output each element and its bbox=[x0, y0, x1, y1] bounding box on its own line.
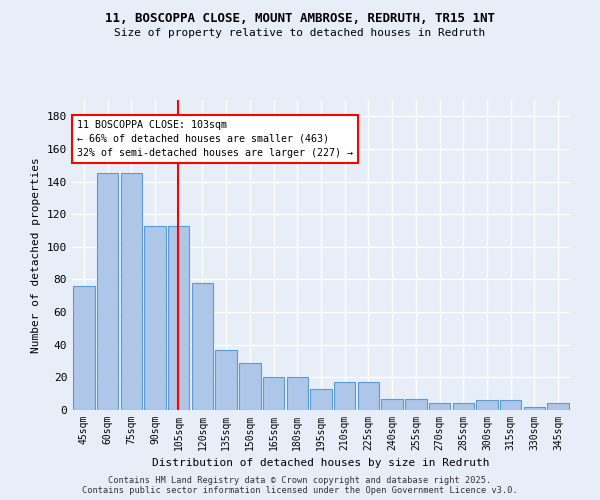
Bar bbox=[452, 404, 474, 410]
Bar bbox=[239, 362, 260, 410]
Text: Size of property relative to detached houses in Redruth: Size of property relative to detached ho… bbox=[115, 28, 485, 38]
Bar bbox=[524, 406, 545, 410]
Bar bbox=[168, 226, 190, 410]
Bar bbox=[145, 226, 166, 410]
Text: 11, BOSCOPPA CLOSE, MOUNT AMBROSE, REDRUTH, TR15 1NT: 11, BOSCOPPA CLOSE, MOUNT AMBROSE, REDRU… bbox=[105, 12, 495, 26]
Bar bbox=[73, 286, 95, 410]
Text: Contains HM Land Registry data © Crown copyright and database right 2025.
Contai: Contains HM Land Registry data © Crown c… bbox=[82, 476, 518, 495]
Bar bbox=[97, 174, 118, 410]
Bar bbox=[405, 398, 427, 410]
Bar bbox=[547, 404, 569, 410]
Bar bbox=[358, 382, 379, 410]
Bar bbox=[334, 382, 355, 410]
Bar bbox=[310, 389, 332, 410]
Bar bbox=[500, 400, 521, 410]
Bar bbox=[192, 282, 213, 410]
Bar bbox=[476, 400, 497, 410]
Bar bbox=[215, 350, 237, 410]
Y-axis label: Number of detached properties: Number of detached properties bbox=[31, 157, 41, 353]
Bar bbox=[121, 174, 142, 410]
Text: 11 BOSCOPPA CLOSE: 103sqm
← 66% of detached houses are smaller (463)
32% of semi: 11 BOSCOPPA CLOSE: 103sqm ← 66% of detac… bbox=[77, 120, 353, 158]
Bar bbox=[263, 378, 284, 410]
X-axis label: Distribution of detached houses by size in Redruth: Distribution of detached houses by size … bbox=[152, 458, 490, 468]
Bar bbox=[382, 398, 403, 410]
Bar bbox=[429, 404, 450, 410]
Bar bbox=[287, 378, 308, 410]
